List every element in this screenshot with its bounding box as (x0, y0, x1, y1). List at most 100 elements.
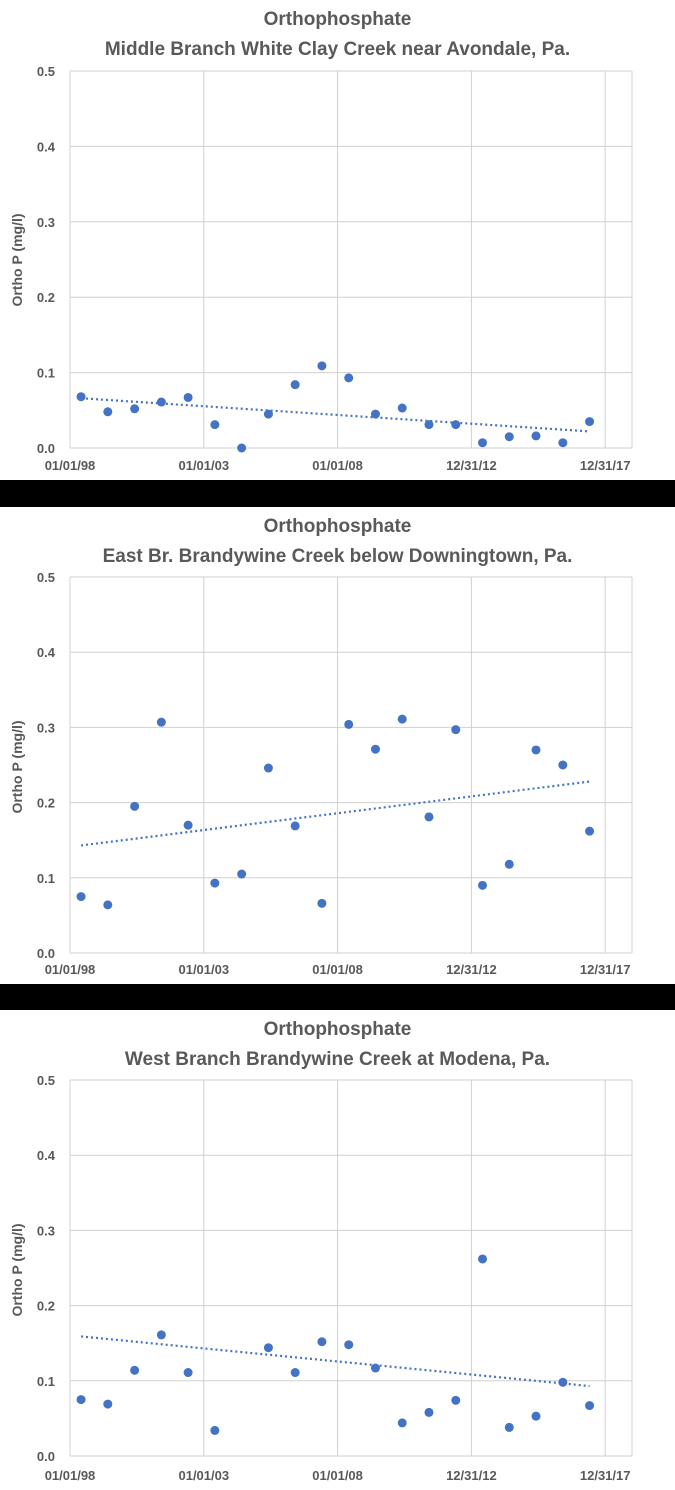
data-point (397, 714, 407, 724)
y-tick-label: 0.3 (37, 215, 55, 230)
data-point (531, 1411, 541, 1421)
data-point (317, 361, 327, 371)
chart-title: Orthophosphate (264, 516, 412, 537)
data-point (156, 1330, 166, 1340)
y-tick-label: 0.3 (37, 1223, 55, 1238)
data-point (478, 1254, 488, 1264)
x-tick-label: 12/31/17 (580, 1468, 631, 1483)
data-point (210, 878, 220, 888)
x-tick-label: 01/01/03 (178, 962, 229, 977)
data-point (130, 801, 140, 811)
data-point (317, 898, 327, 908)
data-point (558, 760, 568, 770)
y-tick-label: 0.0 (37, 441, 55, 456)
chart-1-svg: Orthophosphate Middle Branch White Clay C… (9, 9, 633, 473)
data-point (130, 404, 140, 414)
y-tick-label: 0.5 (37, 1073, 55, 1088)
x-tick-label: 01/01/08 (312, 962, 363, 977)
data-point (424, 1407, 434, 1417)
y-tick-label: 0.2 (37, 290, 55, 305)
x-tick-label: 12/31/17 (580, 962, 631, 977)
data-point (263, 1343, 273, 1353)
data-point (156, 397, 166, 407)
data-point (76, 392, 86, 402)
data-point (290, 1368, 300, 1378)
x-tick-label: 01/01/03 (178, 458, 229, 473)
data-point (290, 821, 300, 831)
chart-subtitle: Middle Branch White Clay Creek near Avon… (105, 39, 570, 60)
data-point (397, 1418, 407, 1428)
data-point (183, 1368, 193, 1378)
data-point (531, 431, 541, 441)
data-point (210, 420, 220, 430)
x-tick-label: 12/31/12 (446, 1468, 497, 1483)
chart-3-svg: Orthophosphate West Branch Brandywine Cre… (9, 1019, 633, 1483)
x-tick-label: 01/01/98 (45, 962, 96, 977)
data-point (183, 820, 193, 830)
x-tick-label: 01/01/98 (45, 458, 96, 473)
y-tick-label: 0.1 (37, 871, 55, 886)
y-tick-label: 0.4 (37, 139, 56, 154)
data-point (370, 1363, 380, 1373)
x-tick-label: 01/01/03 (178, 1468, 229, 1483)
y-tick-label: 0.0 (37, 946, 55, 961)
y-tick-label: 0.2 (37, 1299, 55, 1314)
y-tick-label: 0.4 (37, 1148, 56, 1163)
x-tick-label: 12/31/12 (446, 458, 497, 473)
y-tick-label: 0.3 (37, 720, 55, 735)
data-point (76, 1395, 86, 1405)
data-point (370, 744, 380, 754)
data-point (156, 717, 166, 727)
y-tick-label: 0.0 (37, 1449, 55, 1464)
chart-panel-1: Orthophosphate Middle Branch White Clay C… (0, 0, 675, 480)
data-point (531, 745, 541, 755)
data-point (585, 826, 595, 836)
data-point (210, 1425, 220, 1435)
y-tick-label: 0.4 (37, 645, 56, 660)
data-point (263, 763, 273, 773)
data-point (317, 1337, 327, 1347)
data-point (558, 1377, 568, 1387)
data-point (504, 859, 514, 869)
chart-title: Orthophosphate (264, 9, 412, 30)
data-point (103, 900, 113, 910)
data-point (424, 812, 434, 822)
x-tick-label: 12/31/17 (580, 458, 631, 473)
chart-title: Orthophosphate (264, 1019, 412, 1040)
chart-subtitle: West Branch Brandywine Creek at Modena, … (125, 1049, 550, 1070)
y-axis-label: Ortho P (mg/l) (9, 720, 25, 813)
data-point (478, 438, 488, 448)
chart-2-svg: Orthophosphate East Br. Brandywine Creek … (9, 516, 633, 977)
y-tick-label: 0.2 (37, 796, 55, 811)
data-point (344, 373, 354, 383)
data-point (370, 409, 380, 419)
data-point (424, 420, 434, 430)
data-point (290, 380, 300, 390)
x-tick-label: 01/01/08 (312, 1468, 363, 1483)
data-point (397, 403, 407, 413)
data-point (183, 392, 193, 402)
trendline (80, 780, 590, 847)
x-tick-label: 01/01/98 (45, 1468, 96, 1483)
data-point (451, 1395, 461, 1405)
data-point (76, 892, 86, 902)
data-point (237, 443, 247, 453)
data-point (263, 409, 273, 419)
data-point (451, 420, 461, 430)
y-tick-label: 0.1 (37, 1374, 55, 1389)
y-tick-label: 0.1 (37, 366, 55, 381)
data-point (585, 1401, 595, 1411)
data-point (344, 719, 354, 729)
chart-panel-2: Orthophosphate East Br. Brandywine Creek … (0, 507, 675, 984)
y-tick-label: 0.5 (37, 64, 55, 79)
y-axis-label: Ortho P (mg/l) (9, 213, 25, 306)
data-point (558, 438, 568, 448)
chart-subtitle: East Br. Brandywine Creek below Downingt… (103, 546, 573, 567)
data-point (103, 407, 113, 417)
data-point (344, 1340, 354, 1350)
data-point (585, 417, 595, 427)
data-point (237, 869, 247, 879)
data-point (504, 1422, 514, 1432)
data-point (451, 725, 461, 735)
data-point (130, 1365, 140, 1375)
